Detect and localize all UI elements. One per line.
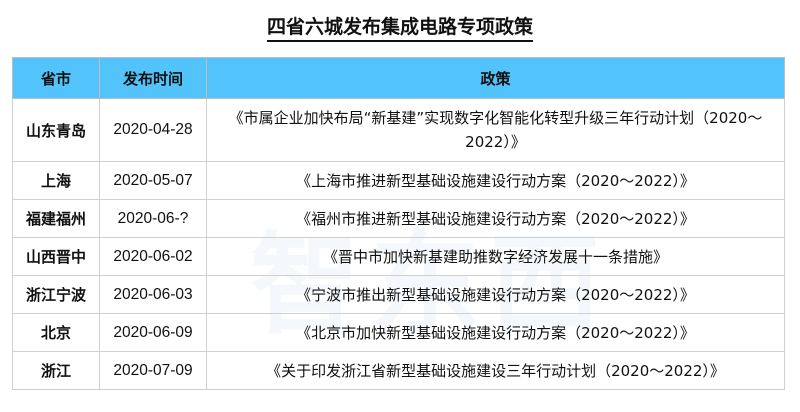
table-row: 北京 2020-06-09 《北京市加快新型基础设施建设行动方案（2020～20… <box>12 313 785 352</box>
date-cell: 2020-04-28 <box>99 98 207 162</box>
policy-cell: 《关于印发浙江省新型基础设施建设三年行动计划（2020～2022）》 <box>206 351 785 390</box>
table-row: 山西晋中 2020-06-02 《晋中市加快新基建助推数字经济发展十一条措施》 <box>12 237 785 276</box>
page-title: 四省六城发布集成电路专项政策 <box>0 12 800 42</box>
policy-cell: 《福州市推进新型基础设施建设行动方案（2020～2022）》 <box>206 199 785 238</box>
date-cell: 2020-06-03 <box>99 275 207 314</box>
region-cell: 北京 <box>12 313 100 352</box>
date-cell: 2020-05-07 <box>99 161 207 200</box>
policy-cell: 《宁波市推出新型基础设施建设行动方案（2020～2022）》 <box>206 275 785 314</box>
policy-cell: 《晋中市加快新基建助推数字经济发展十一条措施》 <box>206 237 785 276</box>
policy-cell: 《上海市推进新型基础设施建设行动方案（2020～2022）》 <box>206 161 785 200</box>
table-row: 福建福州 2020-06-? 《福州市推进新型基础设施建设行动方案（2020～2… <box>12 199 785 238</box>
title-text: 四省六城发布集成电路专项政策 <box>266 16 533 42</box>
table-row: 浙江 2020-07-09 《关于印发浙江省新型基础设施建设三年行动计划（202… <box>12 351 785 390</box>
region-cell: 浙江宁波 <box>12 275 100 314</box>
table-row: 浙江宁波 2020-06-03 《宁波市推出新型基础设施建设行动方案（2020～… <box>12 275 785 314</box>
date-cell: 2020-07-09 <box>99 351 207 390</box>
table-row: 上海 2020-05-07 《上海市推进新型基础设施建设行动方案（2020～20… <box>12 161 785 200</box>
table-row: 山东青岛 2020-04-28 《市属企业加快布局“新基建”实现数字化智能化转型… <box>12 98 785 162</box>
date-cell: 2020-06-09 <box>99 313 207 352</box>
region-cell: 山西晋中 <box>12 237 100 276</box>
table-header-row: 省市 发布时间 政策 <box>12 57 785 99</box>
region-cell: 浙江 <box>12 351 100 390</box>
date-cell: 2020-06-02 <box>99 237 207 276</box>
region-cell: 福建福州 <box>12 199 100 238</box>
region-cell: 上海 <box>12 161 100 200</box>
policy-cell: 《市属企业加快布局“新基建”实现数字化智能化转型升级三年行动计划（2020～20… <box>206 98 785 162</box>
policy-table: 省市 发布时间 政策 山东青岛 2020-04-28 《市属企业加快布局“新基建… <box>12 57 785 390</box>
header-policy: 政策 <box>206 57 785 99</box>
header-date: 发布时间 <box>99 57 207 99</box>
date-cell: 2020-06-? <box>99 199 207 238</box>
region-cell: 山东青岛 <box>12 98 100 162</box>
header-region: 省市 <box>12 57 100 99</box>
policy-cell: 《北京市加快新型基础设施建设行动方案（2020～2022）》 <box>206 313 785 352</box>
